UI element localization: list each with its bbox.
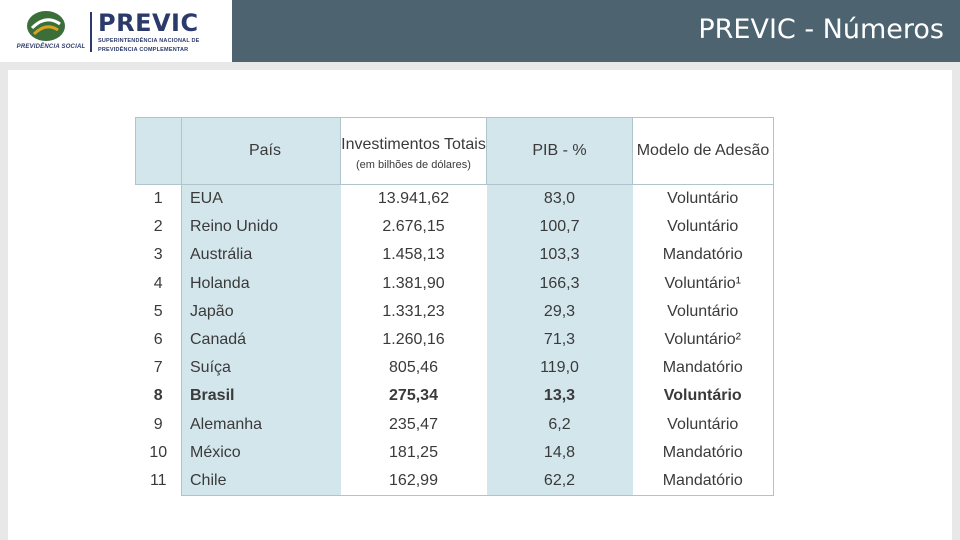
model-cell: Voluntário¹	[632, 269, 774, 298]
gdp-cell: 6,2	[486, 410, 633, 439]
table-row: 4 Holanda 1.381,90 166,3 Voluntário¹	[135, 269, 774, 298]
table-row: 1 EUA 13.941,62 83,0 Voluntário	[135, 184, 774, 214]
table-row: 7 Suíça 805,46 119,0 Mandatório	[135, 354, 774, 383]
table-row: 10 México 181,25 14,8 Mandatório	[135, 438, 774, 467]
investments-cell: 1.331,23	[382, 302, 445, 320]
gdp-cell: 71,3	[486, 325, 633, 355]
investments-cell: 162,99	[340, 466, 487, 497]
investments-cell: 235,47	[389, 415, 438, 433]
model-cell: Mandatório	[632, 354, 774, 383]
previdencia-emblem-icon	[27, 11, 65, 41]
table-row: 6 Canadá 1.260,16 71,3 Voluntário²	[135, 325, 774, 355]
page-title: PREVIC - Números	[698, 14, 944, 45]
rank-cell: 7	[135, 354, 182, 383]
table-row: 9 Alemanha 235,47 6,2 Voluntário	[135, 410, 774, 439]
header-gdp: PIB - %	[486, 117, 633, 185]
country-cell: Brasil	[181, 382, 341, 411]
table-header-row: País Investimentos Totais (em bilhões de…	[135, 117, 774, 185]
header-country: País	[181, 117, 341, 185]
header-investments-label: Investimentos Totais	[341, 136, 486, 153]
gdp-cell: 100,7	[486, 213, 633, 242]
country-cell: Alemanha	[181, 410, 341, 439]
rank-cell: 3	[135, 241, 182, 270]
gdp-cell: 14,8	[486, 438, 633, 467]
rank-cell: 1	[135, 184, 182, 214]
country-cell: Japão	[181, 297, 341, 326]
investments-cell: 275,34	[389, 387, 438, 405]
previdencia-social-logo: PREVIDÊNCIA SOCIAL	[8, 8, 88, 56]
table-row: 3 Austrália 1.458,13 103,3 Mandatório	[135, 241, 774, 270]
model-cell: Voluntário	[632, 213, 774, 242]
previc-brand: PREVIC	[98, 9, 199, 37]
header: PREVIDÊNCIA SOCIAL PREVIC SUPERINTENDÊNC…	[0, 0, 960, 62]
previc-sub-2: PREVIDÊNCIA COMPLEMENTAR	[98, 47, 189, 53]
header-band	[232, 0, 960, 62]
model-cell: Voluntário	[632, 382, 774, 411]
gdp-cell: 83,0	[486, 184, 633, 214]
header-model: Modelo de Adesão	[632, 117, 774, 185]
model-cell: Mandatório	[632, 466, 774, 497]
rank-cell: 2	[135, 213, 182, 242]
gdp-cell: 166,3	[486, 269, 633, 298]
investments-cell: 2.676,15	[382, 218, 445, 236]
table-row: 5 Japão 1.331,23 29,3 Voluntário	[135, 297, 774, 326]
model-cell: Mandatório	[632, 438, 774, 467]
investments-cell: 181,25	[389, 443, 438, 461]
header-rank	[135, 117, 182, 185]
country-cell: Chile	[181, 466, 341, 497]
table-row: 11 Chile 162,99 62,2 Mandatório	[135, 466, 774, 497]
rank-cell: 10	[135, 438, 182, 467]
investments-cell: 13.941,62	[377, 190, 450, 208]
rank-cell: 8	[135, 382, 182, 411]
model-cell: Voluntário²	[632, 325, 774, 355]
previc-logo: PREVIC SUPERINTENDÊNCIA NACIONAL DE PREV…	[98, 10, 228, 56]
country-cell: Austrália	[181, 241, 341, 270]
rank-cell: 5	[135, 297, 182, 326]
investments-cell: 1.260,16	[382, 331, 445, 349]
rank-cell: 11	[135, 466, 182, 496]
header-investments: Investimentos Totais (em bilhões de dóla…	[340, 117, 487, 185]
table-row: 8 Brasil 275,34 13,3 Voluntário	[135, 382, 774, 411]
table-row: 2 Reino Unido 2.676,15 100,7 Voluntário	[135, 213, 774, 242]
country-cell: México	[181, 438, 341, 467]
model-cell: Voluntário	[632, 410, 774, 439]
country-cell: Suíça	[181, 354, 341, 383]
investments-cell: 1.381,90	[382, 274, 445, 292]
rank-cell: 4	[135, 269, 182, 298]
header-investments-unit: (em bilhões de dólares)	[356, 159, 471, 171]
model-cell: Voluntário	[632, 297, 774, 326]
gdp-cell: 29,3	[486, 297, 633, 326]
country-cell: Canadá	[181, 325, 341, 355]
rank-cell: 6	[135, 325, 182, 355]
rank-cell: 9	[135, 410, 182, 439]
model-cell: Voluntário	[632, 184, 774, 214]
previc-sub-1: SUPERINTENDÊNCIA NACIONAL DE	[98, 38, 200, 44]
country-cell: Reino Unido	[181, 213, 341, 242]
country-cell: EUA	[181, 184, 341, 214]
pension-ranking-table: País Investimentos Totais (em bilhões de…	[135, 117, 774, 497]
gdp-cell: 119,0	[486, 354, 633, 383]
gdp-cell: 103,3	[486, 241, 633, 270]
logo-divider	[90, 12, 92, 52]
table-body: 1 EUA 13.941,62 83,0 Voluntário 2 Reino Unido 2…	[135, 184, 774, 497]
gdp-cell: 62,2	[486, 466, 633, 497]
investments-cell: 805,46	[389, 359, 438, 377]
gdp-cell: 13,3	[486, 382, 633, 411]
logo-left-caption: PREVIDÊNCIA SOCIAL	[16, 44, 86, 50]
country-cell: Holanda	[181, 269, 341, 298]
investments-cell: 1.458,13	[382, 246, 445, 264]
model-cell: Mandatório	[632, 241, 774, 270]
